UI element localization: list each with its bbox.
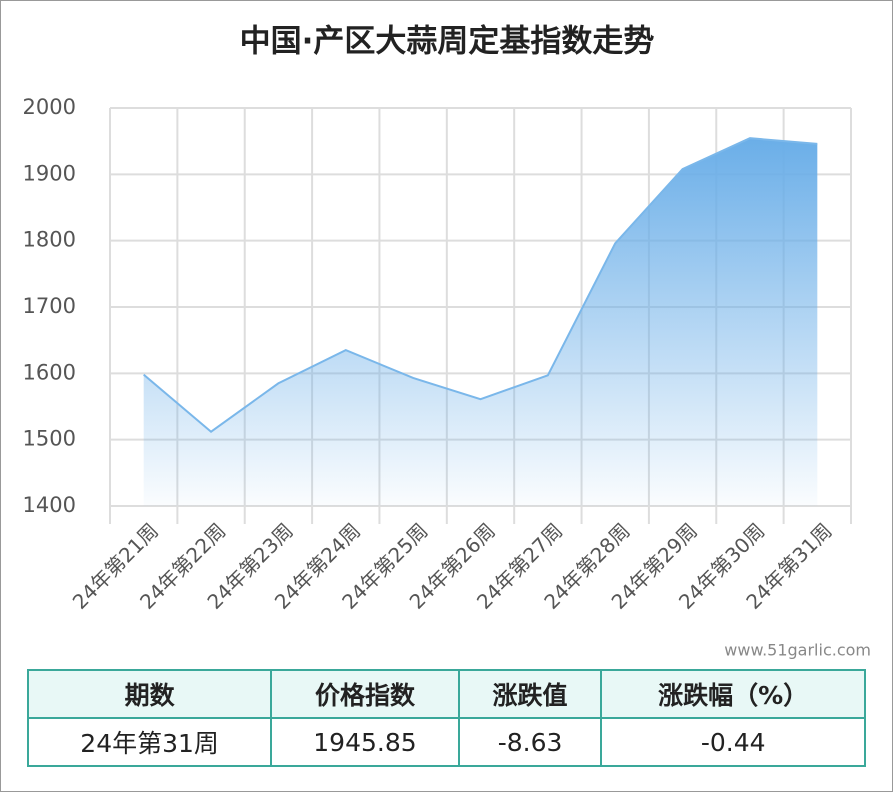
y-tick-label: 2000 <box>23 95 76 119</box>
y-tick-label: 1700 <box>23 294 76 318</box>
table-cell: -0.44 <box>600 717 866 767</box>
y-tick-label: 1900 <box>23 161 76 185</box>
table-cell: 1945.85 <box>270 717 460 767</box>
chart-title: 中国·产区大蒜周定基指数走势 <box>240 24 655 60</box>
y-tick-label: 1400 <box>23 493 76 517</box>
table-cell: -8.63 <box>457 717 603 767</box>
summary-table: 期数 价格指数 涨跌值 涨跌幅（%） 24年第31周 1945.85 -8.63 -0.44 <box>26 669 866 767</box>
watermark: www.51garlic.com <box>724 641 871 660</box>
chart: 中国·产区大蒜周定基指数走势 www.51garlic.com 1400 1500… <box>23 24 871 660</box>
table-header: 价格指数 <box>270 669 460 719</box>
area <box>143 138 818 506</box>
table-header: 期数 <box>26 669 273 719</box>
table-header: 涨跌值 <box>457 669 603 719</box>
y-tick-label: 1600 <box>23 360 76 384</box>
line <box>143 137 818 433</box>
y-tick-label: 1500 <box>23 427 76 451</box>
table-header: 涨跌幅（%） <box>600 669 866 719</box>
table-cell: 24年第31周 <box>26 717 273 767</box>
y-tick-label: 1800 <box>23 228 76 252</box>
